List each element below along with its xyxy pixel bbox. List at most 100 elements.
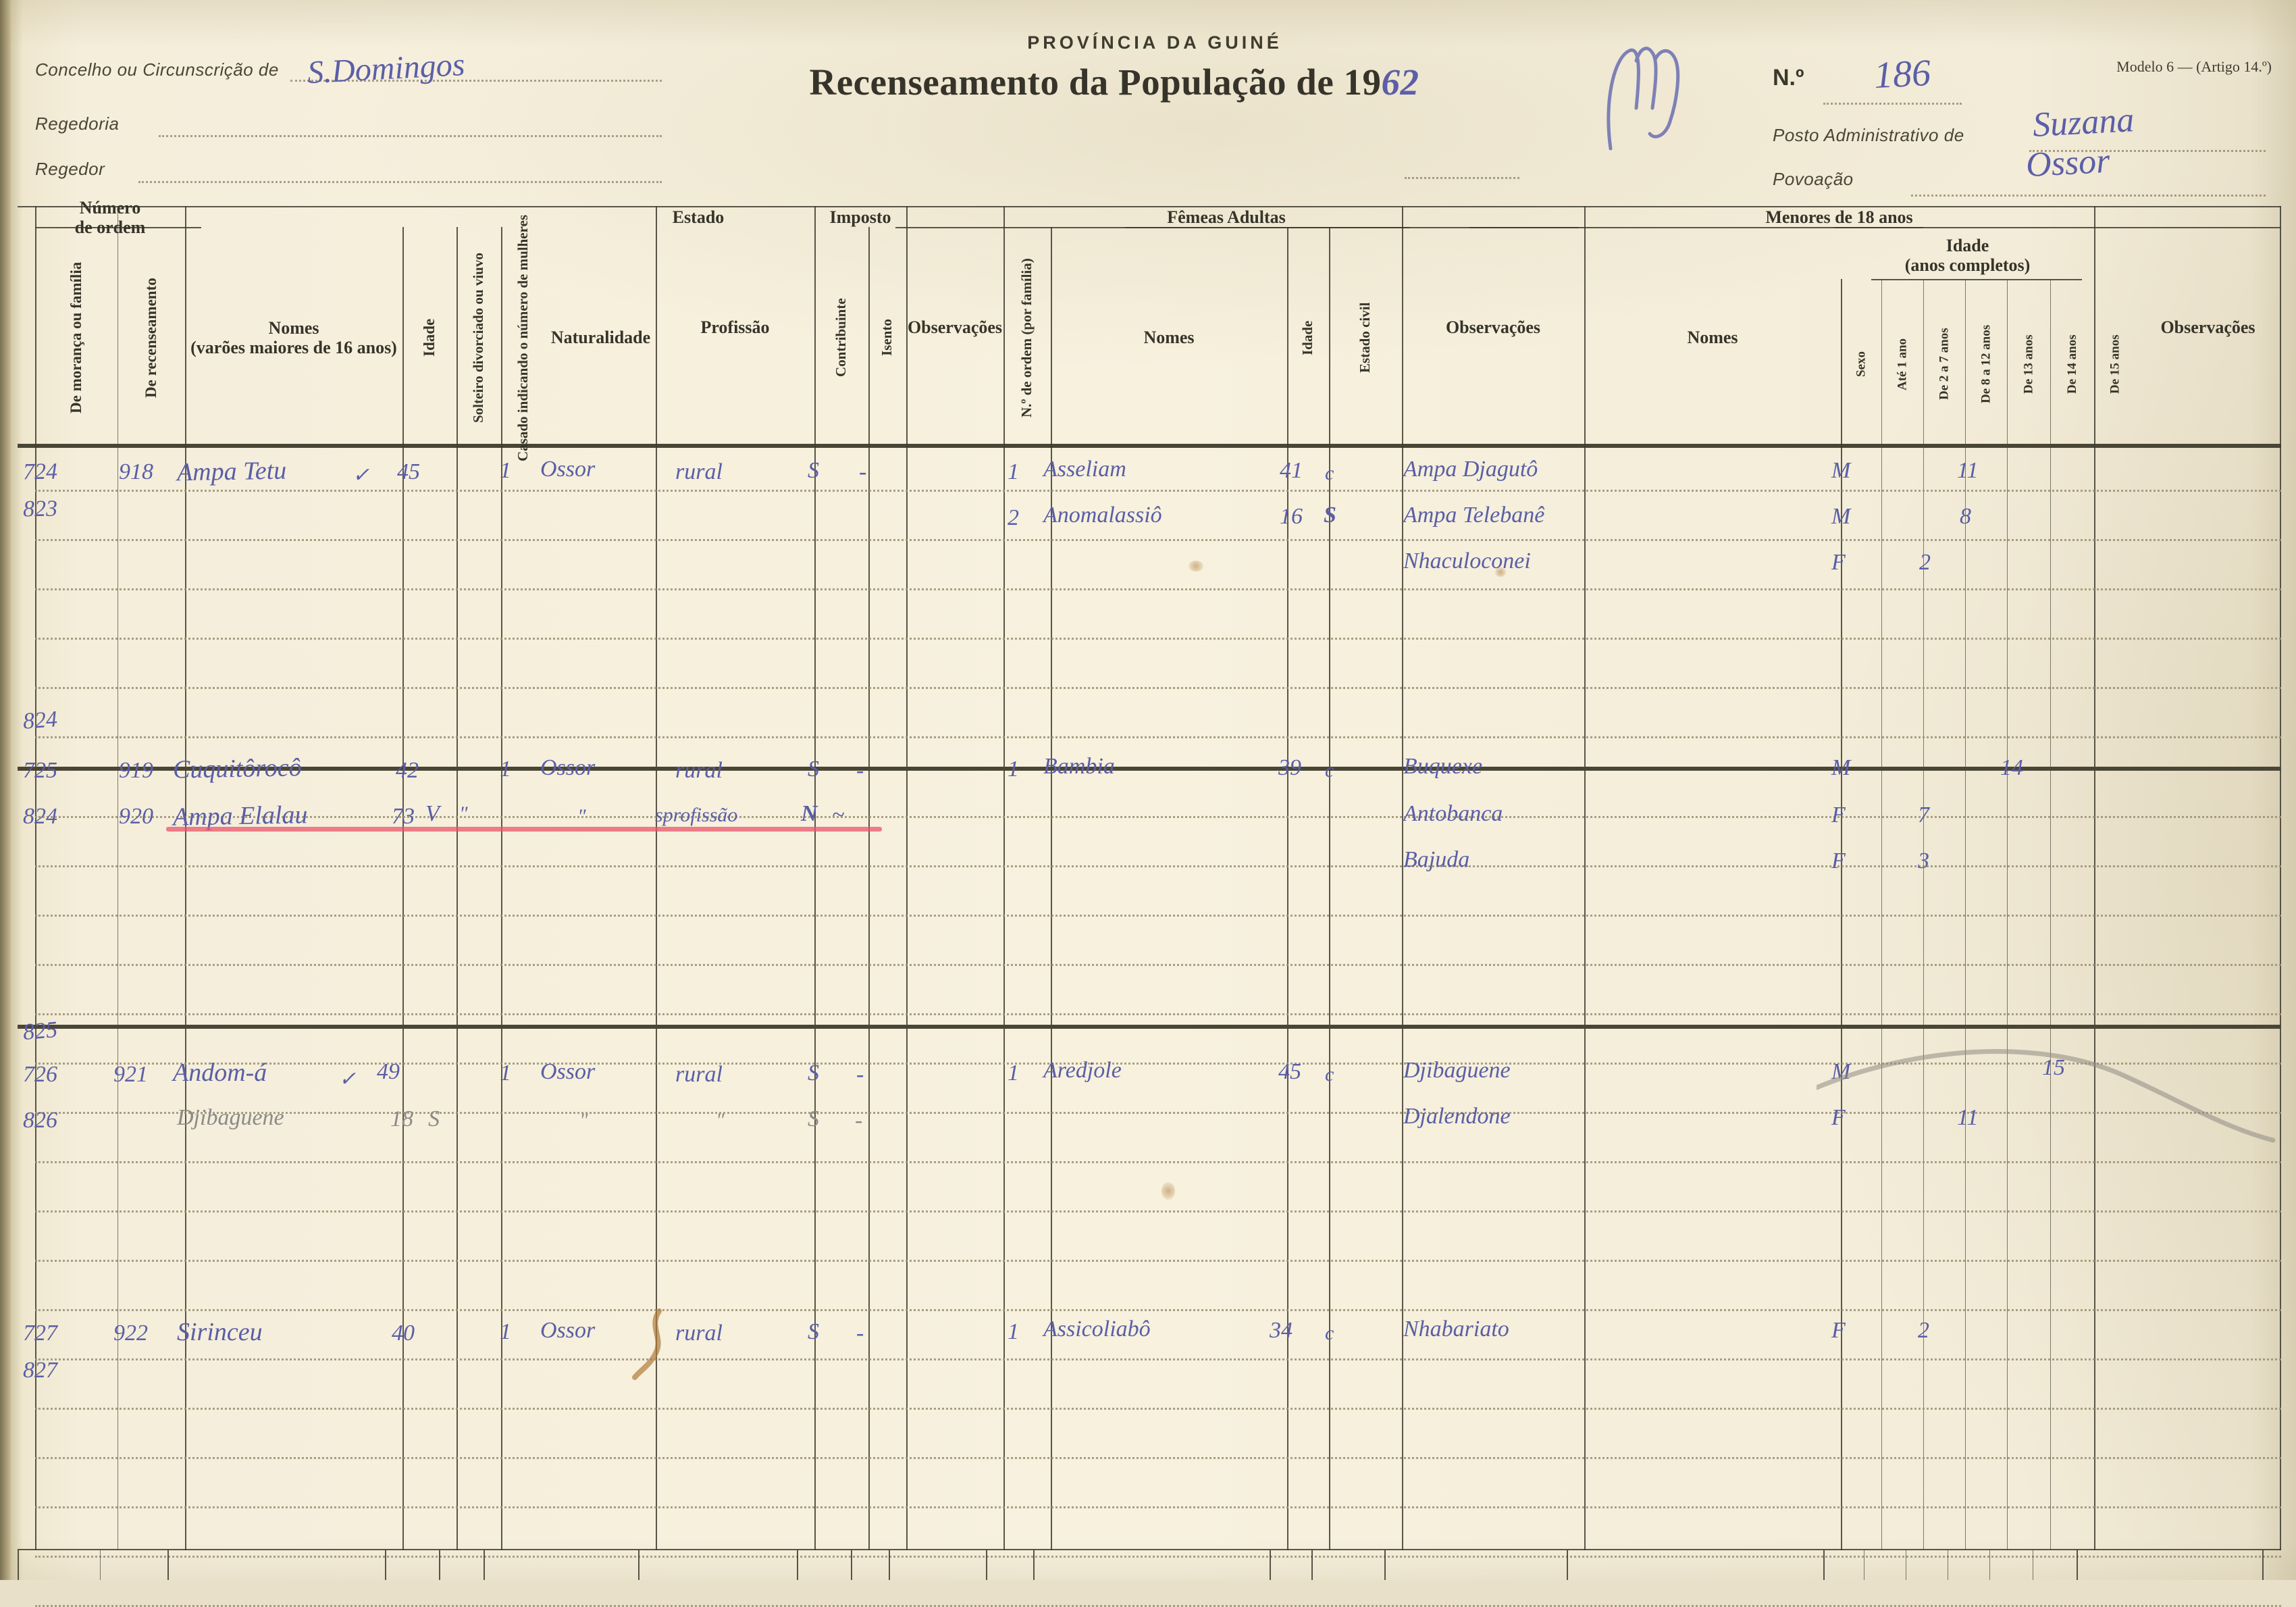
r3-casado[interactable]: 1 xyxy=(500,1061,511,1086)
r2-f1-idade[interactable]: 39 xyxy=(1278,755,1301,780)
r2-m2-de2a7[interactable]: 7 xyxy=(1918,802,1929,827)
r2-nome[interactable]: Cuquitôrocô xyxy=(172,753,303,784)
r4-num-recenseamento[interactable]: 922 xyxy=(113,1321,148,1346)
r4-naturalidade[interactable]: Ossor xyxy=(540,1318,596,1343)
r3b-nome[interactable]: Djibaguene xyxy=(177,1105,284,1130)
r1-f2-estado-civil[interactable]: S xyxy=(1324,503,1336,528)
r3-num-recenseamento[interactable]: 921 xyxy=(113,1062,148,1087)
r2-idade[interactable]: 42 xyxy=(396,758,419,783)
r1-num-moranca-alt[interactable]: 823 xyxy=(22,496,58,522)
r1-m3-sexo[interactable]: F xyxy=(1831,550,1846,575)
r4-m1-de2a7[interactable]: 2 xyxy=(1918,1318,1929,1343)
r1-f1-nome[interactable]: Asseliam xyxy=(1043,457,1126,482)
r4-f1-estado-civil[interactable]: c xyxy=(1325,1322,1334,1344)
r4-f1-ordem[interactable]: 1 xyxy=(1008,1319,1019,1344)
r2-casado[interactable]: 1 xyxy=(500,757,511,782)
r1-f1-ordem[interactable]: 1 xyxy=(1008,459,1019,484)
r1-m2-sexo[interactable]: M xyxy=(1831,504,1851,529)
r1-contribuinte[interactable]: S xyxy=(808,458,819,483)
r1-num-moranca[interactable]: 724 xyxy=(22,459,58,485)
r3-f1-estado-civil[interactable]: c xyxy=(1325,1063,1334,1086)
r3-f1-idade[interactable]: 45 xyxy=(1278,1059,1301,1084)
r1-idade[interactable]: 45 xyxy=(397,459,420,484)
r2-f1-estado-civil[interactable]: c xyxy=(1325,759,1334,782)
r4-isento[interactable]: - xyxy=(856,1321,864,1346)
r1-f1-idade[interactable]: 41 xyxy=(1280,458,1303,483)
r1-nome[interactable]: Ampa Tetu xyxy=(176,456,287,487)
r4-num-moranca[interactable]: 727 xyxy=(23,1321,57,1346)
r3b-profissao[interactable]: " xyxy=(716,1109,725,1131)
r1-f2-nome[interactable]: Anomalassiô xyxy=(1043,503,1162,528)
r3b-isento[interactable]: - xyxy=(855,1108,863,1133)
r1-f2-ordem[interactable]: 2 xyxy=(1008,505,1019,530)
r3-m2-sexo[interactable]: F xyxy=(1831,1105,1846,1130)
r2-num-moranca-top[interactable]: 824 xyxy=(22,707,59,734)
r3-f1-ordem[interactable]: 1 xyxy=(1008,1061,1019,1086)
r2b-idade[interactable]: 73 xyxy=(392,804,415,829)
r4-idade[interactable]: 40 xyxy=(392,1321,415,1346)
r3-m1-de15[interactable]: 15 xyxy=(2042,1055,2065,1080)
r1-profissao[interactable]: rural xyxy=(675,459,723,484)
r3-nome[interactable]: Andom-á xyxy=(173,1058,267,1087)
r1-m2-nome[interactable]: Ampa Telebanê xyxy=(1403,503,1545,528)
r3-m2-de8a12[interactable]: 11 xyxy=(1957,1105,1979,1130)
r1-m2-de8a12[interactable]: 8 xyxy=(1960,504,1971,529)
r2b-isento[interactable]: ~ xyxy=(832,802,845,827)
r2-m1-de14[interactable]: 14 xyxy=(2000,755,2023,780)
r2-m3-sexo[interactable]: F xyxy=(1831,848,1846,873)
r2-m3-nome[interactable]: Bajuda xyxy=(1403,847,1470,872)
r3-naturalidade[interactable]: Ossor xyxy=(540,1059,596,1084)
r3b-idade[interactable]: 18 xyxy=(390,1106,413,1131)
r3-idade[interactable]: 49 xyxy=(377,1059,400,1084)
r2-naturalidade[interactable]: Ossor xyxy=(540,755,596,780)
r3-num-moranca[interactable]: 726 xyxy=(23,1062,57,1087)
r3-num-moranca-top[interactable]: 825 xyxy=(22,1017,59,1046)
r2-m3-de2a7[interactable]: 3 xyxy=(1918,848,1929,873)
r2-num-moranca[interactable]: 725 xyxy=(23,758,57,783)
r4-nome[interactable]: Sirinceu xyxy=(177,1318,263,1346)
r2b-naturalidade[interactable]: " xyxy=(577,805,586,827)
r1-f2-idade[interactable]: 16 xyxy=(1280,504,1303,529)
r4-casado[interactable]: 1 xyxy=(500,1319,511,1344)
r3-profissao[interactable]: rural xyxy=(675,1062,723,1087)
r2-contribuinte[interactable]: S xyxy=(808,757,819,782)
r2-m2-nome[interactable]: Antobanca xyxy=(1403,801,1503,826)
r3-f1-nome[interactable]: Aredjole xyxy=(1043,1058,1122,1083)
r4-num-moranca-alt[interactable]: 827 xyxy=(23,1358,57,1383)
r2b-num-moranca[interactable]: 824 xyxy=(23,804,57,829)
r2-m1-sexo[interactable]: M xyxy=(1831,755,1851,780)
r3b-num-moranca[interactable]: 826 xyxy=(23,1108,57,1133)
r2b-solteiro[interactable]: V xyxy=(425,801,440,826)
r3b-naturalidade[interactable]: " xyxy=(579,1109,588,1131)
r2b-profissao[interactable]: sprofissão xyxy=(655,804,738,826)
r2-f1-ordem[interactable]: 1 xyxy=(1008,757,1019,782)
r2-f1-nome[interactable]: Bambia xyxy=(1043,754,1115,779)
r4-m1-sexo[interactable]: F xyxy=(1831,1318,1846,1343)
r3-m1-nome[interactable]: Djibaguene xyxy=(1403,1058,1511,1083)
r3b-contribuinte[interactable]: S xyxy=(808,1106,819,1131)
r2-isento[interactable]: - xyxy=(856,758,864,783)
r2-m2-sexo[interactable]: F xyxy=(1831,802,1846,827)
r1-m3-nome[interactable]: Nhaculoconei xyxy=(1403,549,1531,573)
r2b-casado[interactable]: " xyxy=(459,802,468,825)
r1-num-recenseamento[interactable]: 918 xyxy=(119,459,153,484)
r3-isento[interactable]: - xyxy=(856,1062,864,1087)
r1-f1-estado-civil[interactable]: c xyxy=(1325,462,1334,484)
r3-contribuinte[interactable]: S xyxy=(808,1061,819,1086)
r1-naturalidade[interactable]: Ossor xyxy=(540,457,596,482)
r1-m1-sexo[interactable]: M xyxy=(1831,458,1851,483)
r2-m1-nome[interactable]: Buquexe xyxy=(1403,754,1483,779)
r1-m3-de2a7[interactable]: 2 xyxy=(1919,550,1931,575)
r3b-solteiro[interactable]: S xyxy=(428,1106,440,1131)
r2-num-recenseamento[interactable]: 919 xyxy=(119,758,153,783)
r4-f1-nome[interactable]: Assicoliabô xyxy=(1043,1317,1151,1342)
r4-contribuinte[interactable]: S xyxy=(808,1319,819,1344)
r4-f1-idade[interactable]: 34 xyxy=(1270,1318,1293,1343)
r4-profissao[interactable]: rural xyxy=(675,1321,723,1346)
r1-m1-nome[interactable]: Ampa Djagutô xyxy=(1403,457,1538,482)
r4-m1-nome[interactable]: Nhabariato xyxy=(1403,1317,1509,1342)
r2b-num-recenseamento[interactable]: 920 xyxy=(119,804,153,829)
r2-profissao[interactable]: rural xyxy=(675,758,723,783)
r1-casado[interactable]: 1 xyxy=(500,458,511,483)
r2b-contribuinte[interactable]: N xyxy=(801,801,818,826)
